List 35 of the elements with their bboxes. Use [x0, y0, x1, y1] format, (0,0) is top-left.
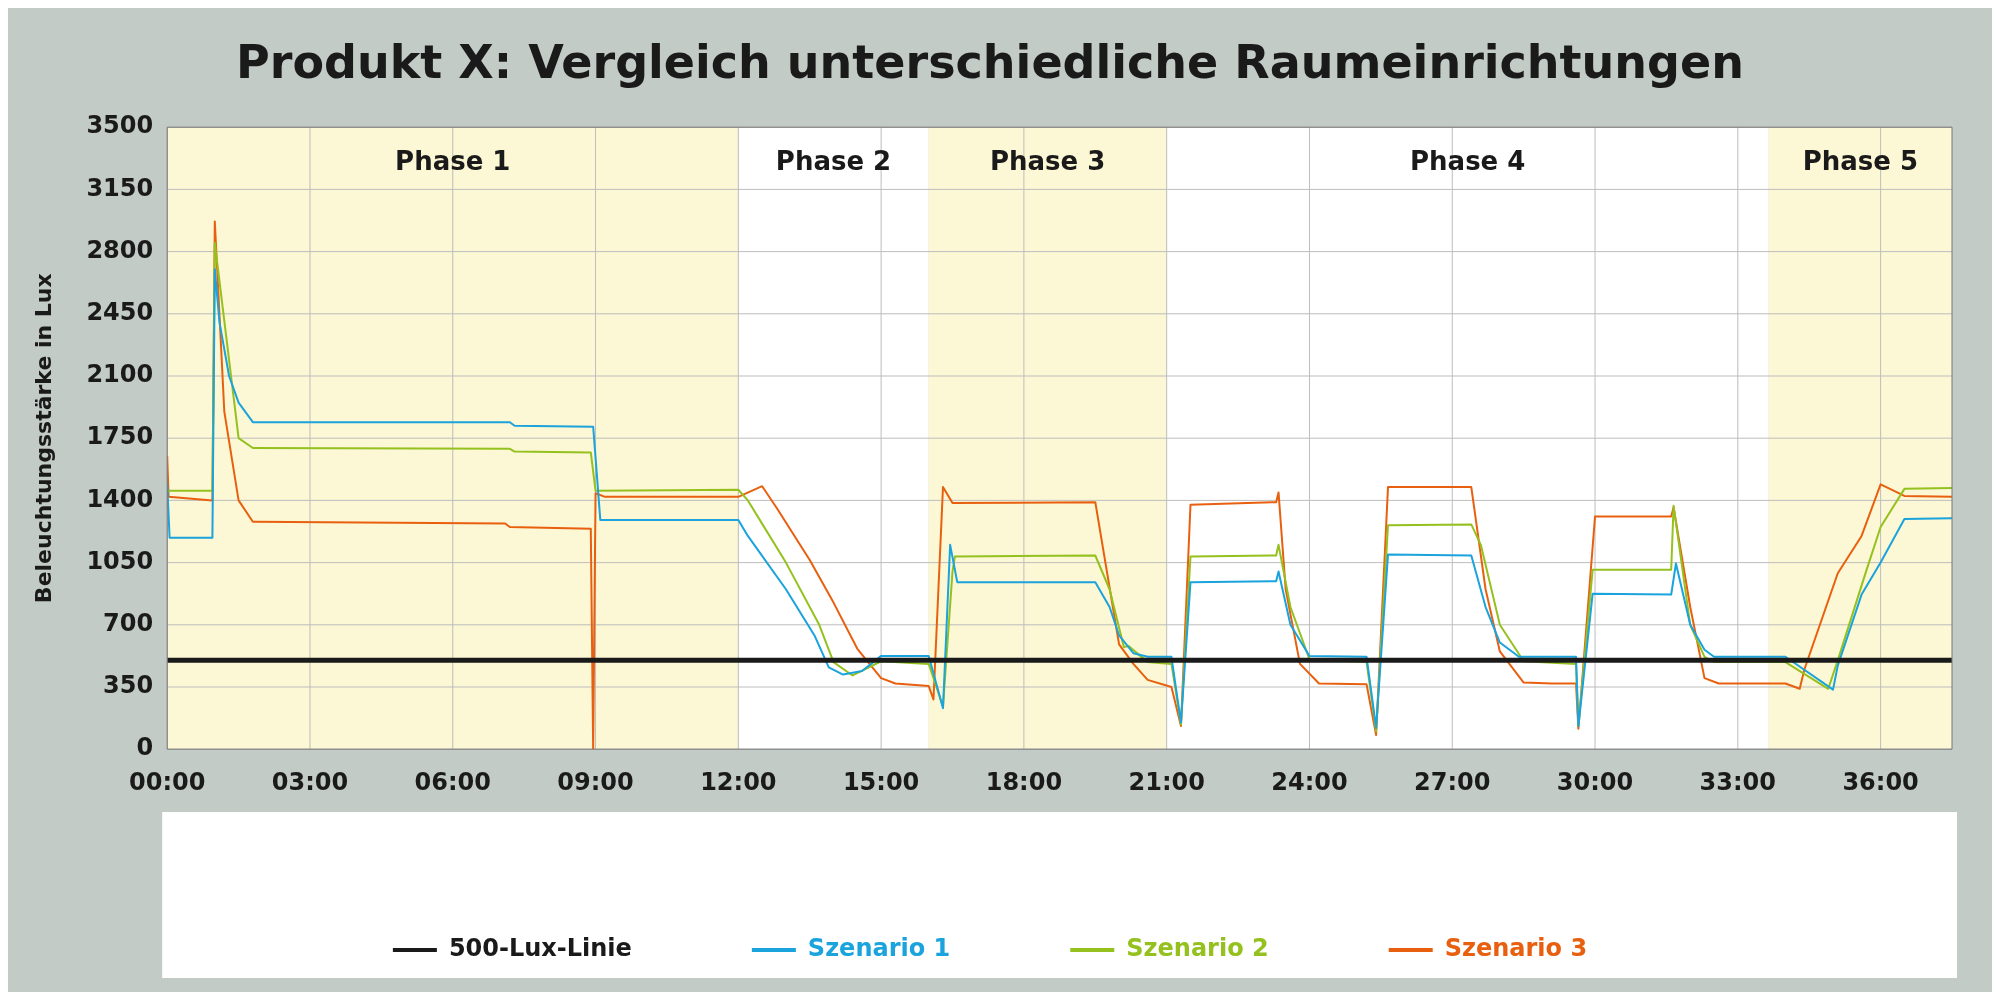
- legend-label: Szenario 1: [807, 934, 951, 963]
- x-tick-label: 12:00: [700, 767, 777, 796]
- band-label: Phase 3: [990, 145, 1106, 176]
- x-tick-label: 21:00: [1128, 767, 1205, 796]
- band-label: Phase 2: [775, 145, 892, 176]
- legend-label: Szenario 3: [1444, 934, 1588, 963]
- y-tick-label: 1750: [86, 422, 154, 451]
- y-tick-label: 3500: [86, 111, 154, 140]
- y-tick-label: 2450: [86, 298, 154, 327]
- x-tick-label: 06:00: [414, 767, 491, 796]
- chart-title: Produkt X: Vergleich unterschiedliche Raumeinrichtungen: [236, 34, 1744, 89]
- x-tick-label: 24:00: [1271, 767, 1348, 796]
- x-tick-label: 33:00: [1699, 767, 1777, 796]
- band-label: Phase 4: [1410, 145, 1526, 176]
- x-tick-label: 18:00: [985, 767, 1063, 796]
- y-tick-label: 1050: [86, 546, 154, 575]
- x-tick-label: 30:00: [1556, 767, 1634, 796]
- y-tick-label: 3150: [86, 173, 154, 202]
- y-tick-label: 1400: [86, 484, 154, 513]
- y-axis-title: Beleuchtungsstärke in Lux: [30, 273, 56, 604]
- y-tick-label: 2100: [86, 360, 154, 389]
- y-tick-label: 350: [103, 671, 154, 700]
- band-label: Phase 5: [1802, 145, 1919, 176]
- y-tick-label: 700: [103, 609, 154, 638]
- legend-label: 500-Lux-Linie: [448, 934, 632, 963]
- x-tick-label: 36:00: [1842, 767, 1919, 796]
- y-tick-label: 2800: [86, 235, 154, 264]
- x-tick-label: 09:00: [557, 767, 634, 796]
- x-tick-label: 03:00: [271, 767, 349, 796]
- x-tick-label: 15:00: [842, 767, 920, 796]
- x-tick-label: 00:00: [128, 767, 206, 796]
- legend-label: Szenario 2: [1126, 934, 1269, 963]
- y-tick-label: 0: [136, 733, 154, 762]
- x-tick-label: 27:00: [1414, 767, 1491, 796]
- band-label: Phase 1: [395, 145, 511, 176]
